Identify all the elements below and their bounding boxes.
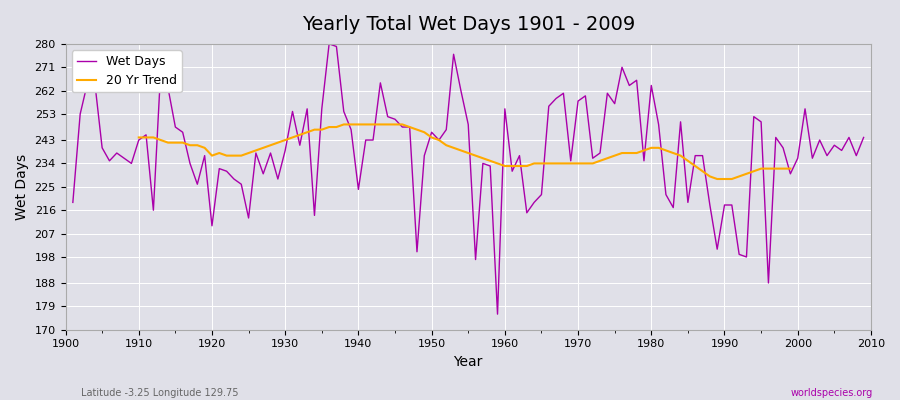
20 Yr Trend — [221, 153, 232, 158]
Wet Days — [492, 312, 503, 316]
Wet Days — [126, 161, 137, 166]
Wet Days — [859, 135, 869, 140]
Wet Days — [507, 169, 517, 174]
Wet Days — [324, 42, 335, 46]
Legend: Wet Days, 20 Yr Trend: Wet Days, 20 Yr Trend — [72, 50, 182, 92]
20 Yr Trend — [712, 177, 723, 182]
Title: Yearly Total Wet Days 1901 - 2009: Yearly Total Wet Days 1901 - 2009 — [302, 15, 634, 34]
20 Yr Trend — [338, 122, 349, 127]
X-axis label: Year: Year — [454, 355, 483, 369]
20 Yr Trend — [698, 169, 708, 174]
Wet Days — [514, 153, 525, 158]
Text: worldspecies.org: worldspecies.org — [791, 388, 873, 398]
20 Yr Trend — [331, 125, 342, 130]
20 Yr Trend — [595, 158, 606, 163]
20 Yr Trend — [682, 158, 693, 163]
Line: 20 Yr Trend: 20 Yr Trend — [139, 124, 790, 179]
Text: Latitude -3.25 Longitude 129.75: Latitude -3.25 Longitude 129.75 — [81, 388, 239, 398]
Wet Days — [338, 109, 349, 114]
Line: Wet Days: Wet Days — [73, 44, 864, 314]
Y-axis label: Wet Days: Wet Days — [15, 154, 29, 220]
Wet Days — [287, 109, 298, 114]
20 Yr Trend — [770, 166, 781, 171]
20 Yr Trend — [133, 135, 144, 140]
Wet Days — [68, 200, 78, 205]
20 Yr Trend — [785, 166, 796, 171]
Wet Days — [602, 91, 613, 96]
